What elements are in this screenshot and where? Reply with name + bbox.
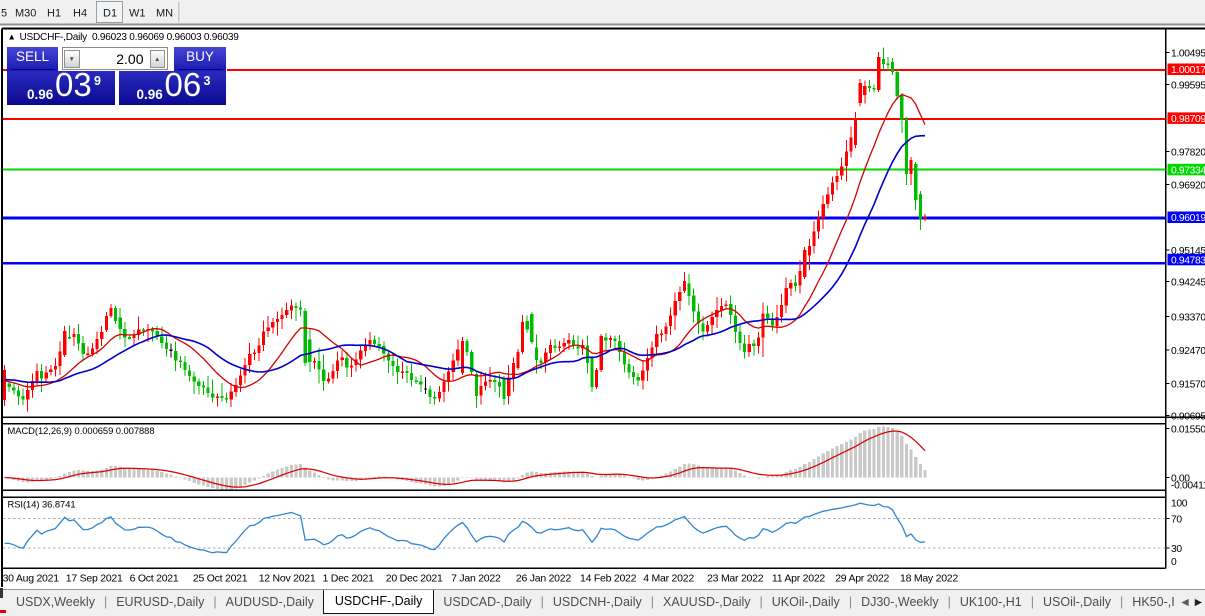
svg-text:W1: W1 [129, 8, 146, 20]
svg-text:0: 0 [1171, 557, 1177, 568]
svg-text:1 Dec 2021: 1 Dec 2021 [323, 573, 375, 585]
svg-text:0.97334: 0.97334 [1171, 166, 1205, 177]
svg-text:0.99595: 0.99595 [1171, 80, 1205, 91]
svg-text:5: 5 [1, 8, 7, 20]
svg-text:H4: H4 [73, 8, 87, 20]
svg-text:0.94783: 0.94783 [1171, 256, 1205, 267]
svg-text:0.92470: 0.92470 [1171, 346, 1205, 357]
svg-text:0.95145: 0.95145 [1171, 246, 1205, 257]
svg-text:▲: ▲ [8, 32, 16, 42]
svg-text:0.01550: 0.01550 [1171, 425, 1205, 436]
svg-text:M30: M30 [15, 8, 36, 20]
svg-text:12 Nov 2021: 12 Nov 2021 [259, 573, 316, 585]
svg-text:H1: H1 [47, 8, 61, 20]
svg-text:4 Mar 2022: 4 Mar 2022 [643, 573, 694, 585]
svg-text:0.97820: 0.97820 [1171, 147, 1205, 158]
svg-text:-0.00411: -0.00411 [1171, 480, 1205, 491]
svg-text:100: 100 [1171, 499, 1188, 510]
svg-text:6 Oct 2021: 6 Oct 2021 [130, 573, 179, 585]
svg-text:30 Aug 2021: 30 Aug 2021 [3, 573, 60, 585]
svg-text:17 Sep 2021: 17 Sep 2021 [66, 573, 123, 585]
svg-text:26 Jan 2022: 26 Jan 2022 [516, 573, 571, 585]
svg-text:MN: MN [156, 8, 173, 20]
svg-text:23 Mar 2022: 23 Mar 2022 [707, 573, 764, 585]
svg-text:14 Feb 2022: 14 Feb 2022 [580, 573, 637, 585]
svg-text:USDCHF-,Daily 0.96023 0.96069: USDCHF-,Daily 0.96023 0.96069 0.96003 0.… [20, 32, 240, 43]
svg-text:30: 30 [1171, 544, 1182, 555]
svg-text:0.93370: 0.93370 [1171, 313, 1205, 324]
svg-text:0.90695: 0.90695 [1171, 412, 1205, 423]
svg-text:0.98709: 0.98709 [1171, 114, 1205, 125]
svg-text:7 Jan 2022: 7 Jan 2022 [451, 573, 501, 585]
svg-text:D1: D1 [103, 8, 117, 20]
svg-text:1.00495: 1.00495 [1171, 48, 1205, 59]
svg-text:0.96920: 0.96920 [1171, 181, 1205, 192]
svg-text:18 May 2022: 18 May 2022 [900, 573, 958, 585]
svg-text:0.91570: 0.91570 [1171, 380, 1205, 391]
svg-text:0.94245: 0.94245 [1171, 278, 1205, 289]
svg-text:0.96019: 0.96019 [1171, 213, 1205, 224]
svg-text:RSI(14) 36.8741: RSI(14) 36.8741 [8, 499, 76, 510]
svg-text:0.00: 0.00 [1171, 473, 1190, 484]
svg-text:11 Apr 2022: 11 Apr 2022 [772, 573, 826, 585]
svg-text:29 Apr 2022: 29 Apr 2022 [835, 573, 889, 585]
svg-text:70: 70 [1171, 515, 1182, 526]
svg-text:MACD(12,26,9) 0.000659 0.00788: MACD(12,26,9) 0.000659 0.007888 [8, 425, 155, 436]
svg-text:25 Oct 2021: 25 Oct 2021 [193, 573, 248, 585]
svg-text:1.00017: 1.00017 [1171, 65, 1205, 76]
svg-text:20 Dec 2021: 20 Dec 2021 [386, 573, 443, 585]
